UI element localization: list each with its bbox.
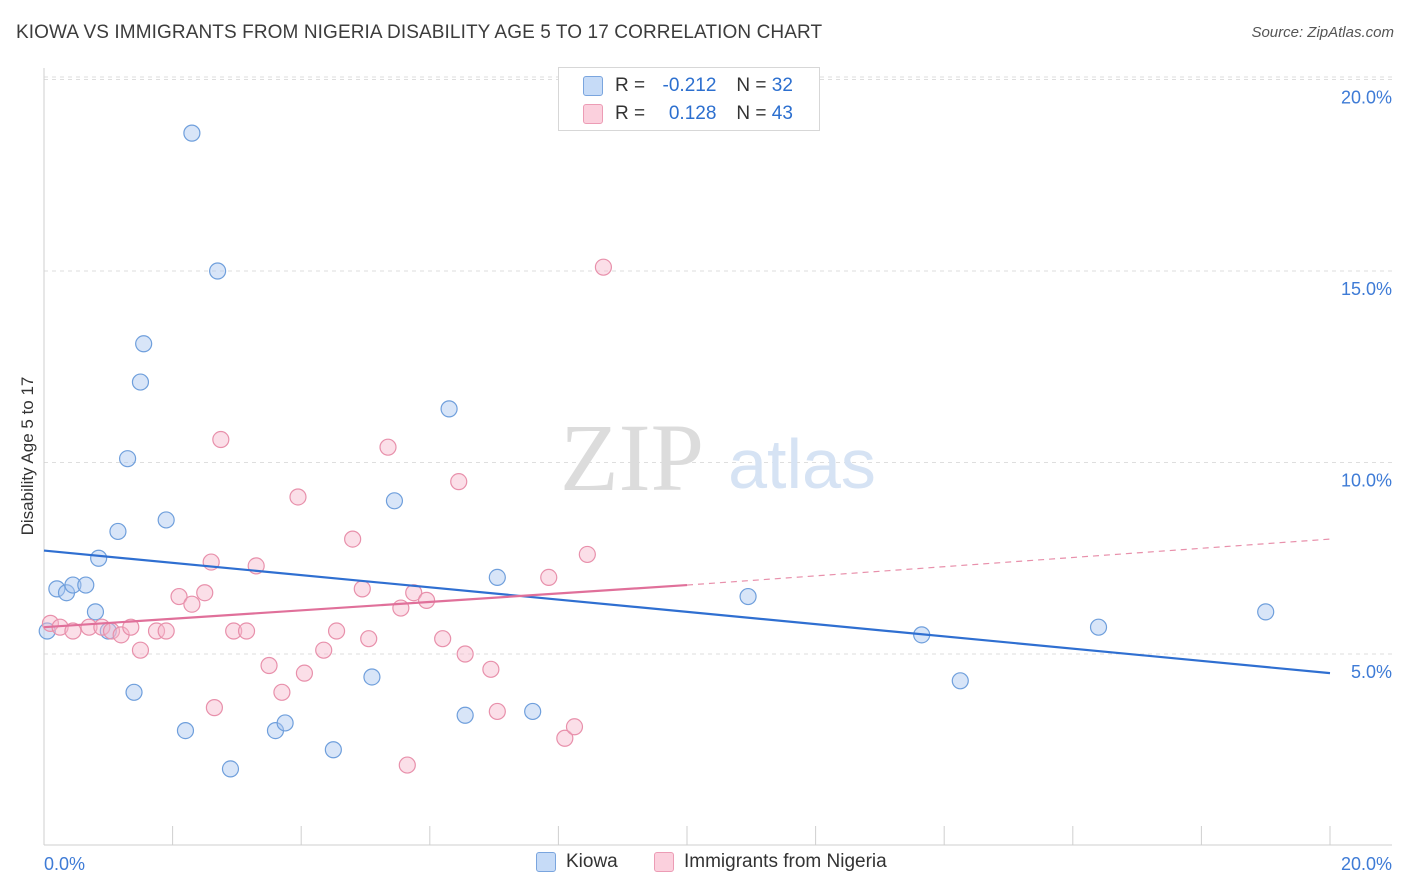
- nigeria-point: [183, 595, 201, 613]
- legend-row-kiowa: R = -0.212 N = 32: [583, 74, 793, 98]
- legend-swatch-kiowa: [583, 76, 603, 96]
- x-tick-label: 20.0%: [1341, 854, 1392, 874]
- kiowa-point: [1257, 603, 1275, 621]
- nigeria-point: [260, 656, 278, 675]
- nigeria-point: [122, 618, 140, 636]
- kiowa-point: [135, 335, 153, 353]
- watermark-zip: ZIP: [560, 404, 704, 511]
- nigeria-point: [434, 630, 452, 648]
- bottom-legend-swatch-nigeria: [654, 852, 674, 872]
- nigeria-point: [379, 438, 397, 456]
- bottom-legend-label: Kiowa: [566, 851, 618, 872]
- nigeria-point: [456, 645, 474, 663]
- y-tick-label: 15.0%: [1341, 279, 1392, 299]
- nigeria-point: [578, 545, 596, 564]
- bottom-legend-nigeria: Immigrants from Nigeria: [654, 851, 887, 873]
- kiowa-point: [118, 450, 137, 468]
- kiowa-point: [90, 549, 108, 567]
- kiowa-point: [1089, 618, 1108, 636]
- nigeria-point: [212, 430, 230, 449]
- legend-n-value: 43: [771, 103, 793, 124]
- chart-title: KIOWA VS IMMIGRANTS FROM NIGERIA DISABIL…: [16, 22, 823, 43]
- nigeria-trend-extension: [686, 538, 1331, 586]
- legend-n-label: N =: [736, 103, 767, 124]
- kiowa-point: [524, 702, 542, 721]
- nigeria-point: [289, 488, 307, 506]
- kiowa-point: [48, 580, 66, 598]
- nigeria-point: [273, 683, 291, 701]
- nigeria-point: [556, 729, 574, 747]
- kiowa-point: [125, 683, 143, 701]
- source-label: Source: ZipAtlas.com: [1251, 24, 1394, 41]
- kiowa-point: [209, 262, 227, 280]
- y-tick-label: 10.0%: [1341, 471, 1392, 491]
- bottom-legend-swatch-kiowa: [536, 852, 556, 872]
- kiowa-trend-line: [43, 549, 1331, 675]
- kiowa-point: [64, 576, 82, 594]
- legend-r-label: R =: [615, 103, 646, 124]
- nigeria-point: [565, 718, 584, 736]
- y-tick-label: 5.0%: [1351, 662, 1392, 682]
- kiowa-point: [488, 568, 506, 587]
- nigeria-point: [540, 568, 558, 587]
- kiowa-point: [221, 760, 240, 778]
- kiowa-point: [456, 706, 474, 724]
- nigeria-point: [295, 664, 314, 682]
- kiowa-point: [176, 721, 195, 740]
- nigeria-point: [405, 584, 423, 602]
- kiowa-point: [109, 522, 127, 541]
- legend-r-value: 0.128: [668, 103, 717, 124]
- legend-r-value: -0.212: [662, 75, 717, 96]
- nigeria-point: [327, 622, 346, 640]
- legend-r-label: R =: [615, 75, 646, 96]
- nigeria-point: [398, 756, 416, 774]
- kiowa-point: [324, 741, 342, 759]
- bottom-legend-kiowa: Kiowa: [536, 851, 618, 873]
- nigeria-point: [170, 587, 188, 606]
- kiowa-point: [363, 668, 381, 686]
- correlation-legend: R = -0.212 N = 32 R = 0.128 N = 43: [558, 67, 820, 131]
- legend-swatch-nigeria: [583, 104, 603, 124]
- x-tick-label: 0.0%: [44, 854, 85, 874]
- kiowa-point: [183, 124, 201, 142]
- nigeria-point: [353, 580, 371, 598]
- nigeria-point: [205, 699, 223, 717]
- nigeria-trend-line: [43, 583, 688, 629]
- nigeria-point: [157, 622, 175, 640]
- nigeria-point: [131, 641, 150, 659]
- kiowa-point: [77, 576, 95, 594]
- kiowa-point: [86, 603, 105, 621]
- nigeria-point: [196, 584, 214, 602]
- nigeria-point: [594, 258, 613, 276]
- y-tick-label: 20.0%: [1341, 88, 1392, 108]
- legend-n-label: N =: [736, 75, 767, 96]
- nigeria-point: [225, 622, 243, 640]
- nigeria-point: [450, 473, 468, 491]
- nigeria-point: [417, 591, 436, 609]
- nigeria-point: [64, 622, 82, 640]
- kiowa-point: [739, 587, 757, 606]
- nigeria-point: [488, 702, 506, 721]
- nigeria-point: [360, 630, 378, 648]
- kiowa-point: [276, 714, 294, 732]
- nigeria-point: [315, 641, 333, 659]
- nigeria-point: [237, 622, 256, 640]
- nigeria-point: [344, 530, 362, 548]
- kiowa-point: [131, 373, 150, 391]
- kiowa-point: [157, 511, 175, 529]
- kiowa-point: [385, 492, 404, 510]
- nigeria-point: [147, 622, 166, 640]
- kiowa-point: [951, 672, 969, 690]
- nigeria-point: [482, 660, 500, 678]
- legend-row-nigeria: R = 0.128 N = 43: [583, 102, 793, 126]
- bottom-legend-label: Immigrants from Nigeria: [684, 851, 887, 872]
- legend-n-value: 32: [771, 75, 793, 96]
- kiowa-point: [440, 400, 458, 418]
- watermark-atlas: atlas: [728, 425, 876, 503]
